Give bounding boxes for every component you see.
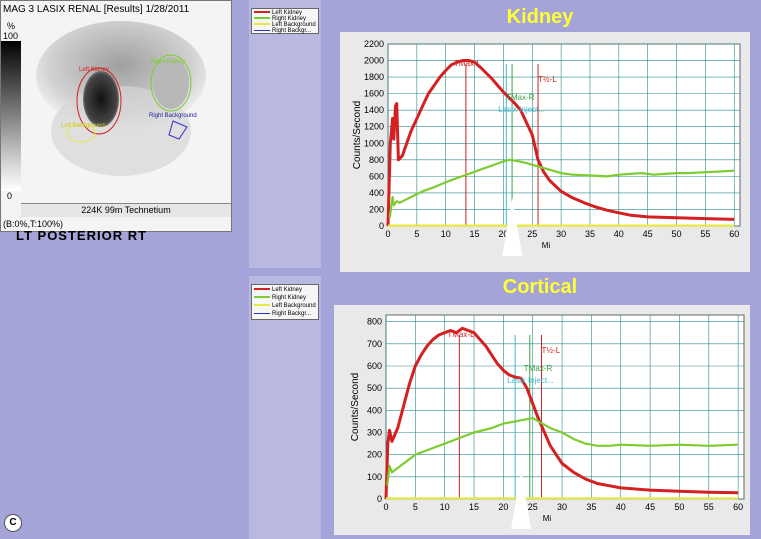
x-tick-label: 10 (440, 502, 450, 512)
legend-item: Right Backgr... (254, 28, 311, 34)
roi-label-left-kidney: Left Kidney (79, 67, 109, 73)
chart-title-kidney: Kidney (506, 6, 574, 28)
legend-kidney: Left Kidney Right Kidney Left Background… (251, 8, 319, 34)
injection-arrow (511, 471, 532, 529)
marker-label: Lasix Inject... (498, 105, 545, 114)
x-tick-label: 30 (557, 502, 567, 512)
roi-label-right-background: Right Background (149, 113, 197, 119)
x-tick-label: 0 (385, 229, 390, 239)
x-tick-label: 30 (556, 229, 566, 239)
x-tick-label: 20 (498, 502, 508, 512)
y-tick-label: 500 (367, 383, 382, 393)
x-axis-label: Mi (542, 241, 551, 250)
marker-label: Lasix Inject... (507, 376, 554, 385)
y-tick-label: 400 (367, 405, 382, 415)
scan-panel: MAG 3 LASIX RENAL [Results] 1/28/2011 % … (0, 0, 232, 232)
left-kidney-uptake (83, 71, 119, 127)
y-tick-label: 100 (367, 472, 382, 482)
x-tick-label: 5 (414, 229, 419, 239)
x-tick-label: 45 (645, 502, 655, 512)
x-tick-label: 50 (674, 502, 684, 512)
legend-column-kidney: Left Kidney Right Kidney Left Background… (249, 0, 321, 268)
kidney-renogram-chart: 0200400600800100012001400160018002000220… (340, 32, 750, 272)
grayscale-max: 100 (3, 31, 19, 41)
y-tick-label: 800 (369, 155, 384, 165)
y-tick-label: 1000 (364, 138, 384, 148)
grayscale-unit: % (7, 21, 16, 31)
x-axis-label: Mi (543, 514, 552, 523)
x-tick-label: 35 (585, 229, 595, 239)
series-line-left-kidney (386, 59, 735, 227)
x-tick-label: 0 (383, 502, 388, 512)
y-axis-label: Counts/Second (352, 101, 363, 169)
injection-arrow (502, 198, 523, 256)
grayscale-min: 0 (7, 191, 13, 201)
cortical-renogram-chart: 0 100 200 300 400 500 600 700 800 0 5 10 15 20 25 30 35 4… (334, 305, 750, 535)
x-tick-label: 15 (469, 502, 479, 512)
y-tick-label: 2000 (364, 56, 384, 66)
x-tick-label: 55 (704, 502, 714, 512)
window-status: (B:0%,T:100%) (3, 219, 64, 229)
renal-scan-image: Left Kidney Right Kidney Left Background… (21, 21, 231, 203)
view-orientation-label: LT POSTERIOR RT (16, 228, 148, 243)
chart-title-cortical: Cortical (502, 276, 578, 298)
x-tick-label: 35 (586, 502, 596, 512)
x-tick-label: 5 (413, 502, 418, 512)
y-tick-label: 200 (369, 204, 384, 214)
x-tick-label: 40 (616, 502, 626, 512)
y-tick-label: 0 (377, 494, 382, 504)
marker-label: TMax-L (447, 330, 475, 339)
roi-label-right-kidney: Right Kidney (151, 59, 185, 65)
y-tick-label: 700 (367, 339, 382, 349)
legend-item: Right Kidney (254, 16, 306, 22)
marker-label: T½-L (542, 346, 561, 355)
x-tick-label: 25 (528, 502, 538, 512)
y-tick-label: 600 (369, 171, 384, 181)
y-tick-label: 600 (367, 361, 382, 371)
y-tick-label: 1200 (364, 122, 384, 132)
x-tick-label: 10 (441, 229, 451, 239)
marker-label: TMax-L (454, 59, 482, 68)
y-tick-label: 1400 (364, 105, 384, 115)
scan-title: MAG 3 LASIX RENAL [Results] 1/28/2011 (3, 4, 190, 15)
y-tick-label: 1800 (364, 72, 384, 82)
marker-label: TMax-R (506, 93, 535, 102)
x-tick-label: 55 (700, 229, 710, 239)
plot-area (387, 43, 741, 227)
legend-item: Left Background (254, 303, 316, 309)
marker-label: TMax-R (524, 364, 553, 373)
legend-item: Right Backgr... (254, 311, 311, 317)
legend-item: Right Kidney (254, 295, 306, 301)
y-tick-label: 2200 (364, 39, 384, 49)
x-tick-label: 25 (527, 229, 537, 239)
legend-column-cortical: Left Kidney Right Kidney Left Background… (249, 276, 321, 539)
series-line-right-kidney (386, 417, 739, 486)
x-tick-label: 45 (643, 229, 653, 239)
x-tick-label: 50 (672, 229, 682, 239)
y-tick-label: 0 (379, 221, 384, 231)
y-tick-label: 1600 (364, 89, 384, 99)
x-tick-label: 15 (470, 229, 480, 239)
y-tick-label: 300 (367, 427, 382, 437)
y-tick-label: 200 (367, 450, 382, 460)
legend-cortical: Left Kidney Right Kidney Left Background… (251, 284, 319, 320)
marker-label: T½-L (538, 75, 557, 84)
y-axis-label: Counts/Second (350, 373, 361, 441)
y-tick-label: 800 (367, 317, 382, 327)
x-tick-label: 20 (498, 229, 508, 239)
series-line-left-kidney (384, 326, 739, 500)
legend-item: Left Kidney (254, 10, 302, 16)
roi-label-left-background: Left Background (61, 123, 105, 129)
grayscale-bar (1, 41, 21, 191)
y-tick-label: 400 (369, 188, 384, 198)
figure-letter: C (4, 514, 22, 532)
legend-item: Left Background (254, 22, 316, 28)
legend-item: Left Kidney (254, 287, 302, 293)
series-line-right-kidney (388, 158, 735, 218)
x-tick-label: 60 (729, 229, 739, 239)
isotope-footer: 224K 99m Technetium (21, 203, 231, 217)
x-tick-label: 40 (614, 229, 624, 239)
plot-area (385, 314, 745, 500)
x-tick-label: 60 (733, 502, 743, 512)
